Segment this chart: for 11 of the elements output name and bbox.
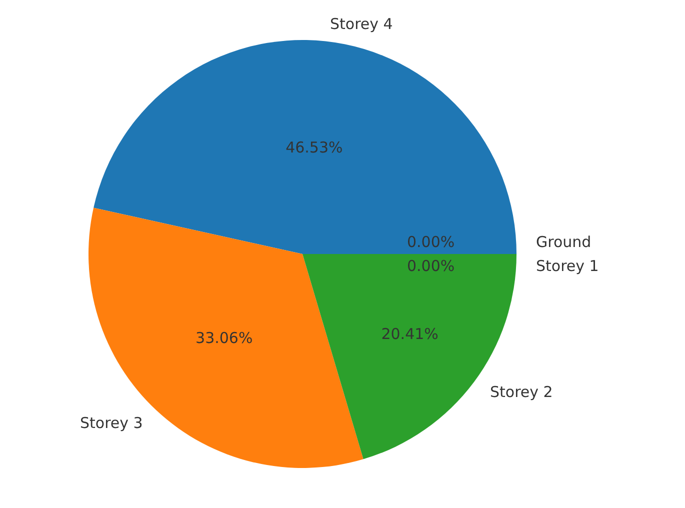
text: 0.00% bbox=[407, 233, 455, 251]
slice-label: Storey 3 bbox=[80, 414, 143, 432]
category-label: Ground bbox=[536, 233, 592, 251]
category-label: Storey 1 bbox=[536, 257, 599, 275]
data-label: 33.06% bbox=[196, 329, 253, 348]
slice-label: Storey 4 bbox=[330, 15, 393, 33]
pie-slice bbox=[94, 40, 516, 254]
text: 0.00% bbox=[407, 257, 455, 275]
data-label: 20.41% bbox=[381, 325, 438, 344]
slice-label: Storey 2 bbox=[490, 383, 553, 401]
data-label: 46.53% bbox=[286, 138, 343, 156]
